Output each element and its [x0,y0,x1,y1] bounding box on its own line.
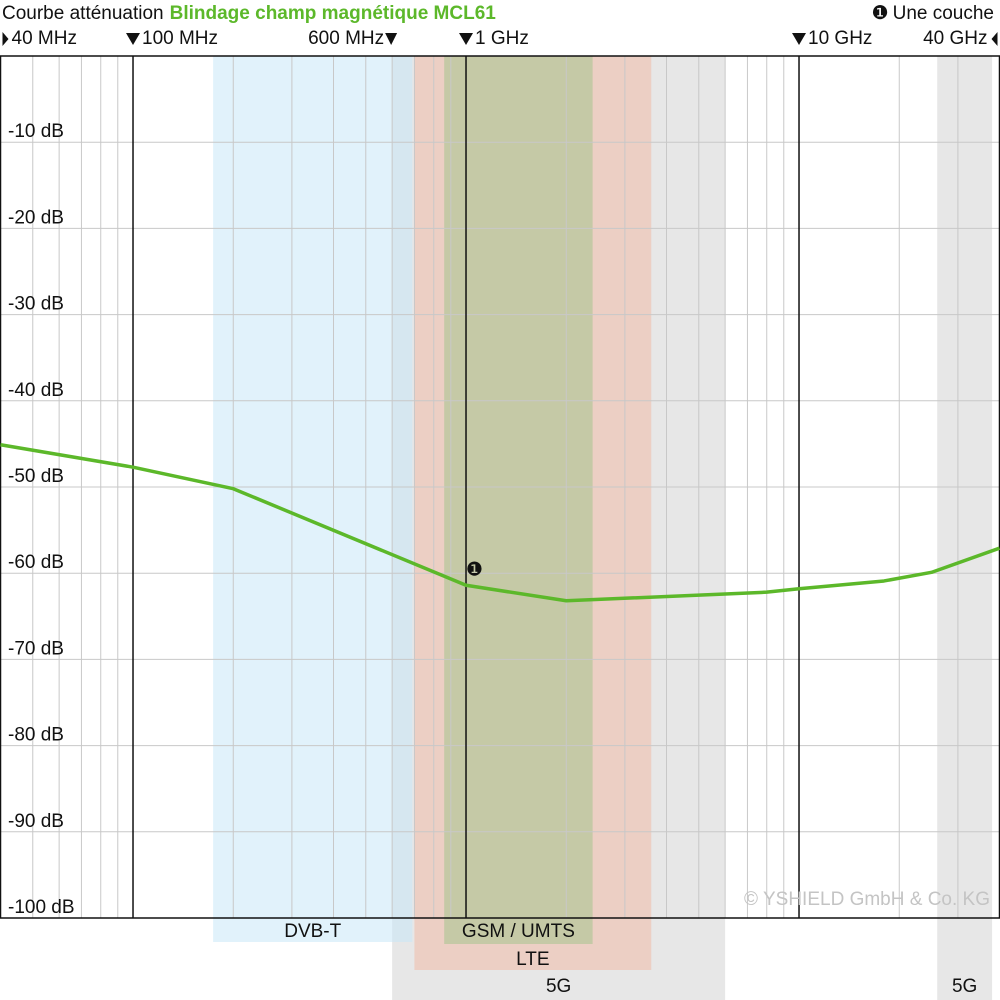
band-label: GSM / UMTS [462,921,575,942]
legend-label: Une couche [893,3,994,24]
x-tick-label: 600 MHz [308,28,384,49]
x-tick-label: 100 MHz [142,28,218,49]
y-tick-label: -70 dB [8,638,64,659]
band-label: LTE [516,949,549,970]
y-tick-label: -40 dB [8,380,64,401]
bands [213,56,993,1000]
y-tick-label: -60 dB [8,552,64,573]
x-tick-marker [126,33,141,45]
x-tick-marker [991,32,998,46]
y-tick-label: -100 dB [8,897,75,918]
chart-title: Courbe atténuation Blindage champ magnéti… [2,3,496,24]
y-tick-label: -20 dB [8,207,64,228]
foreground: 5G DVB-T LTE GSM / UMTS 5G -10 dB -20 dB -30 dB… [0,3,1000,997]
band [213,56,413,942]
band [444,56,593,944]
x-tick-marker [385,33,398,45]
y-tick-label: -30 dB [8,294,64,315]
y-tick-label: -90 dB [8,811,64,832]
x-tick-marker [2,32,9,46]
band [937,56,993,1000]
y-tick-label: -50 dB [8,466,64,487]
y-tick-label: -10 dB [8,121,64,142]
x-tick-label: 1 GHz [475,28,529,49]
y-tick-label: -80 dB [8,725,64,746]
band-label: 5G [546,976,571,997]
legend-entry: ❶ Une couche [872,3,994,24]
x-tick-label: 10 GHz [808,28,872,49]
legend-marker: ❶ [872,3,889,24]
series-line [0,443,1000,603]
x-tick-label: 40 MHz [12,28,77,49]
annotation: ❶ [466,560,483,581]
x-tick-marker [792,33,807,45]
watermark: © YSHIELD GmbH & Co. KG [744,889,990,910]
x-tick-marker [459,33,474,45]
band-label: DVB-T [284,921,341,942]
band-label: 5G [952,976,977,997]
subtitle: Blindage champ magnétique MCL61 [170,3,497,24]
title: Courbe atténuation [2,3,164,24]
x-tick-label: 40 GHz [923,28,987,49]
